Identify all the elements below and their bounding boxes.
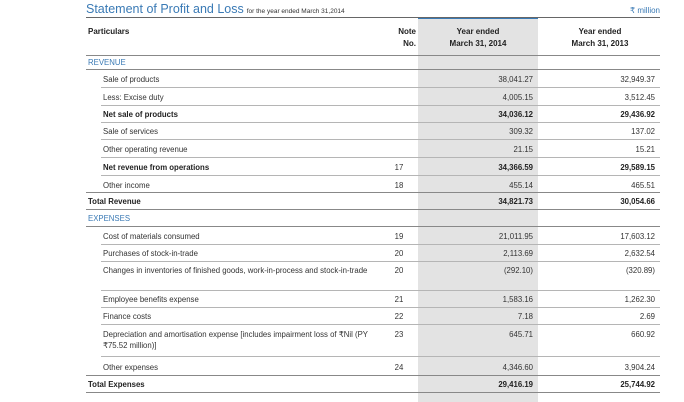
header-rule: [86, 55, 660, 56]
current-year-column-shade: [418, 18, 538, 402]
divider: [101, 356, 660, 357]
divider: [86, 69, 660, 70]
statement-header: Statement of Profit and Loss for the year…: [86, 2, 660, 18]
divider: [101, 157, 660, 158]
divider: [101, 244, 660, 245]
divider: [101, 290, 660, 291]
divider: [86, 226, 660, 227]
header-year-2013: Year ended March 31, 2013: [571, 27, 629, 48]
divider: [86, 375, 660, 376]
currency-unit: ₹ million: [630, 6, 660, 15]
current-year-column-accent: [418, 17, 538, 19]
divider: [101, 105, 660, 106]
divider: [101, 324, 660, 325]
statement-subtitle: for the year ended March 31,2014: [246, 8, 345, 15]
divider: [101, 307, 660, 308]
divider: [86, 209, 660, 210]
divider: [101, 87, 660, 88]
header-particulars: Particulars: [88, 27, 130, 36]
title-rule: [86, 17, 660, 18]
divider: [101, 175, 660, 176]
header-note: Note No.: [398, 27, 416, 48]
divider: [101, 122, 660, 123]
divider: [101, 261, 660, 262]
divider: [86, 392, 660, 393]
divider: [86, 192, 660, 193]
statement-title: Statement of Profit and Loss for the year…: [86, 2, 345, 16]
divider: [101, 139, 660, 140]
header-year-2014: Year ended March 31, 2014: [449, 27, 507, 48]
